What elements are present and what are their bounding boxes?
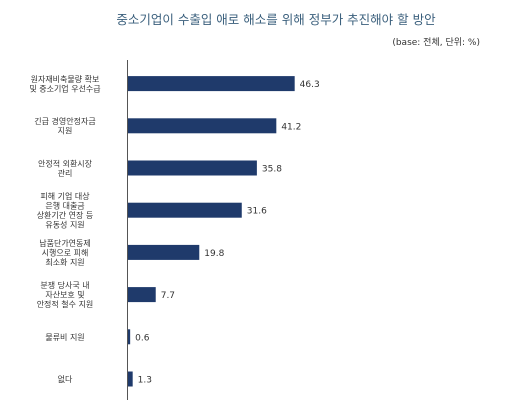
value-label-2: 35.8 [262, 165, 282, 175]
bar-4 [128, 244, 200, 260]
bar-2 [128, 160, 257, 176]
category-label-6: 물류비 지원 [45, 333, 84, 342]
unit-note: (base: 전체, 단위: %) [392, 37, 480, 48]
value-label-7: 1.3 [138, 376, 152, 386]
bar-1 [128, 118, 277, 134]
bar-6 [128, 329, 131, 345]
bar-0 [128, 76, 295, 92]
category-label-1: 긴급 경영안정자금 지원 [34, 116, 95, 136]
category-label-0: 원자재비축물량 확보 및 중소기업 우선수급 [29, 74, 100, 94]
value-label-6: 0.6 [135, 333, 150, 343]
bar-5 [128, 287, 156, 303]
bar-7 [128, 371, 133, 387]
category-label-5: 분쟁 당사국 내 자산보호 및 안정적 철수 지원 [37, 280, 94, 309]
value-label-5: 7.7 [161, 291, 175, 301]
category-label-3: 피해 기업 대상 은행 대출금 상환기간 연장 등 유동성 지원 [37, 191, 94, 230]
chart-title: 중소기업이 수출입 애로 해소를 위해 정부가 추진해야 할 방안 [116, 12, 436, 27]
value-label-0: 46.3 [300, 80, 320, 90]
category-label-7: 없다 [58, 375, 73, 384]
category-label-4: 납품단가연동제 시행으로 피해 최소화 지원 [39, 238, 91, 267]
chart-marks: 46.3 원자재비축물량 확보 및 중소기업 우선수급 41.2 긴급 경영안정자금 지원… [29, 74, 320, 387]
bar-3 [128, 202, 242, 218]
value-label-3: 31.6 [247, 207, 267, 217]
value-label-4: 19.8 [204, 249, 224, 259]
value-label-1: 41.2 [281, 122, 301, 132]
category-label-2: 안정적 외환시장 관리 [38, 158, 93, 178]
